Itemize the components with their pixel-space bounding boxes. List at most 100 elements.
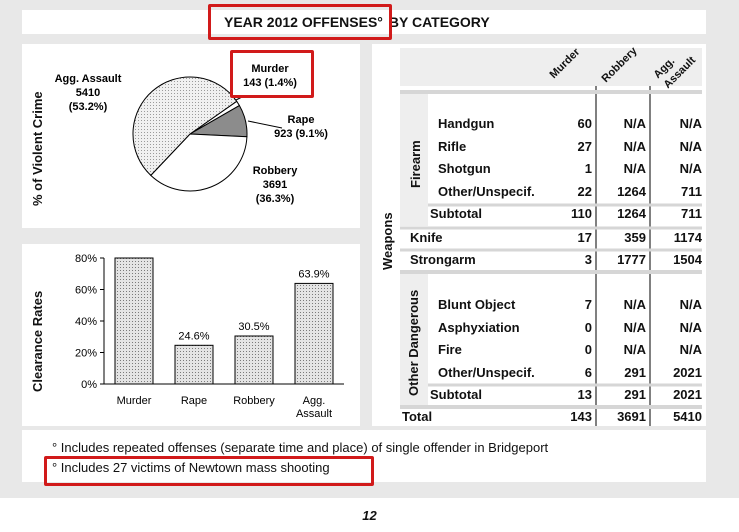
table-cell: N/A xyxy=(679,342,702,357)
table-cell: 60 xyxy=(577,116,592,131)
other-dangerous-group-bg xyxy=(400,274,428,406)
bar-category-label: Rape xyxy=(181,395,207,407)
table-cell: 7 xyxy=(584,297,592,312)
pie-slice-agg-assault xyxy=(132,76,238,177)
bar-value-label: 24.6% xyxy=(178,330,209,342)
table-cell: 0 xyxy=(584,320,592,335)
group-firearm: Firearm xyxy=(408,140,423,188)
bar-murder xyxy=(114,257,154,385)
firearm-group-bg xyxy=(400,92,428,226)
footnote-2: ° Includes 27 victims of Newtown mass sh… xyxy=(52,460,330,475)
table-cell: 27 xyxy=(577,139,592,154)
table-cell: N/A xyxy=(623,116,646,131)
pie-label-assault-count: 5410 xyxy=(76,87,100,99)
table-row-label: Rifle xyxy=(438,139,467,154)
page-number: 12 xyxy=(362,508,377,523)
table-cell: 0 xyxy=(584,342,592,357)
table-cell: 291 xyxy=(624,365,646,380)
footer-band xyxy=(0,498,739,532)
title-highlight-box xyxy=(208,4,392,40)
table-row-label: Subtotal xyxy=(430,387,482,402)
table-row-label: Blunt Object xyxy=(438,297,516,312)
table-row-label: Knife xyxy=(410,230,443,245)
footnote-highlight-box xyxy=(44,456,374,486)
table-cell: 291 xyxy=(624,387,646,402)
table-cell: N/A xyxy=(623,161,646,176)
table-cell: N/A xyxy=(623,342,646,357)
pie-label-assault: Agg. Assault xyxy=(55,73,122,85)
pie-label-robbery-pct: (36.3%) xyxy=(256,193,295,205)
table-cell: 359 xyxy=(624,230,646,245)
table-cell: N/A xyxy=(623,297,646,312)
bar-category-label: Assault xyxy=(296,408,332,420)
table-cell: 1777 xyxy=(617,252,646,267)
table-cell: 1264 xyxy=(617,184,646,199)
table-cell: 1174 xyxy=(673,230,702,245)
pie-label-rape: Rape xyxy=(288,114,315,126)
bar-category-label: Agg. xyxy=(303,395,326,407)
table-cell: N/A xyxy=(679,139,702,154)
table-cell: 110 xyxy=(571,206,592,221)
table-cell: N/A xyxy=(623,139,646,154)
title-suffix: BY CATEGORY xyxy=(388,14,490,30)
table-cell: N/A xyxy=(679,161,702,176)
pie-label-murder: Murder xyxy=(251,63,289,75)
table-cell: 3691 xyxy=(617,409,646,424)
table-cell: 22 xyxy=(577,184,592,199)
bar-category-label: Robbery xyxy=(233,395,275,407)
table-cell: N/A xyxy=(623,320,646,335)
table-cell: N/A xyxy=(679,320,702,335)
pie-label-rape-value: 923 (9.1%) xyxy=(274,128,328,140)
bar-y-tick-label: 40% xyxy=(75,316,97,328)
table-cell: 143 xyxy=(570,409,592,424)
table-row-label: Asphyxiation xyxy=(438,320,520,335)
table-cell: 1 xyxy=(584,161,592,176)
murder-highlight-box xyxy=(230,50,314,98)
table-row-label: Fire xyxy=(438,342,462,357)
table-cell: 711 xyxy=(681,184,702,199)
table-row-label: Handgun xyxy=(438,116,495,131)
table-header-bg xyxy=(400,48,702,86)
bar-rape xyxy=(174,344,214,385)
pie-label-robbery: Robbery xyxy=(253,165,299,177)
title-bar xyxy=(22,10,706,34)
table-row-label: Total xyxy=(402,409,433,424)
table-cell: 711 xyxy=(681,206,702,221)
rape-leader-line xyxy=(247,120,283,129)
page-title: YEAR 2012 OFFENSES° BY CATEGORY xyxy=(224,14,490,30)
table-row-label: Shotgun xyxy=(438,161,491,176)
table-cell: 13 xyxy=(577,387,592,402)
bar-value-label: 63.9% xyxy=(298,268,329,280)
table-cell: N/A xyxy=(679,116,702,131)
footnote-1: ° Includes repeated offenses (separate t… xyxy=(52,440,549,455)
title-main: YEAR 2012 OFFENSES° xyxy=(224,14,383,30)
bar-y-tick-label: 20% xyxy=(75,348,97,360)
bar-robbery xyxy=(234,335,274,385)
table-row-label: Other/Unspecif. xyxy=(438,365,535,380)
pie-label-murder-value: 143 (1.4%) xyxy=(243,77,297,89)
table-cell: 17 xyxy=(577,230,592,245)
pie-slice-robbery xyxy=(150,133,248,192)
table-cell: 2021 xyxy=(673,365,702,380)
bar-value-label: 30.5% xyxy=(238,321,269,333)
group-other-dangerous: Other Dangerous xyxy=(406,289,421,396)
table-row-label: Strongarm xyxy=(410,252,476,267)
table-cell: 3 xyxy=(584,252,592,267)
bar-agg-assault xyxy=(294,282,334,385)
table-cell: 6 xyxy=(584,365,592,380)
table-cell: N/A xyxy=(679,297,702,312)
table-row-label: Other/Unspecif. xyxy=(438,184,535,199)
pie-label-robbery-count: 3691 xyxy=(263,179,287,191)
table-cell: 5410 xyxy=(673,409,702,424)
table-cell: 1264 xyxy=(617,206,646,221)
bar-y-tick-label: 60% xyxy=(75,285,97,297)
table-row-label: Subtotal xyxy=(430,206,482,221)
bar-y-tick-label: 0% xyxy=(81,379,97,391)
pie-label-assault-pct: (53.2%) xyxy=(69,101,108,113)
table-cell: 1504 xyxy=(673,252,702,267)
bar-category-label: Murder xyxy=(117,395,152,407)
bar-y-tick-label: 80% xyxy=(75,253,97,265)
